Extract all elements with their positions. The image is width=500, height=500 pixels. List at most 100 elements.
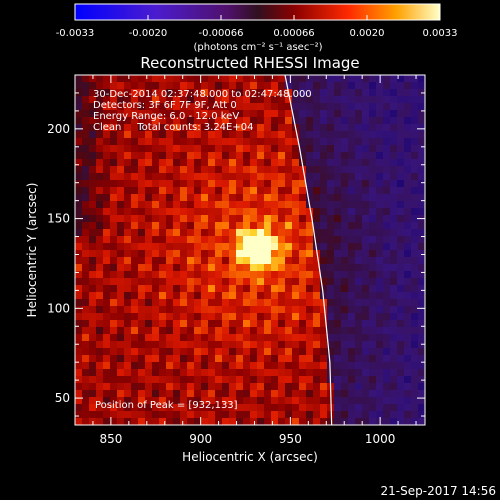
heatmap-cell bbox=[131, 362, 139, 370]
heatmap-cell bbox=[166, 362, 174, 370]
heatmap-cell bbox=[341, 327, 349, 335]
heatmap-cell bbox=[131, 166, 139, 174]
heatmap-cell bbox=[327, 271, 335, 279]
heatmap-cell bbox=[194, 201, 202, 209]
heatmap-cell bbox=[383, 418, 391, 425]
heatmap-cell bbox=[75, 418, 83, 425]
heatmap-cell bbox=[110, 376, 118, 384]
heatmap-cell bbox=[418, 131, 425, 139]
heatmap-cell bbox=[397, 222, 405, 230]
heatmap-cell bbox=[334, 257, 342, 265]
heatmap-cell bbox=[194, 418, 202, 425]
heatmap-cell bbox=[215, 320, 223, 328]
heatmap-cell bbox=[173, 222, 181, 230]
heatmap-cell bbox=[215, 383, 223, 391]
heatmap-cell bbox=[173, 208, 181, 216]
heatmap-cell bbox=[75, 320, 83, 328]
heatmap-cell bbox=[194, 271, 202, 279]
heatmap-cell bbox=[334, 145, 342, 153]
heatmap-cell bbox=[75, 313, 83, 321]
heatmap-cell bbox=[257, 348, 265, 356]
heatmap-cell bbox=[348, 173, 356, 181]
heatmap-cell bbox=[418, 96, 425, 104]
heatmap-cell bbox=[96, 313, 104, 321]
heatmap-cell bbox=[390, 131, 398, 139]
heatmap-cell bbox=[320, 138, 328, 146]
heatmap-cell bbox=[320, 110, 328, 118]
heatmap-cell bbox=[257, 390, 265, 398]
heatmap-cell bbox=[271, 376, 279, 384]
heatmap-cell bbox=[201, 418, 209, 425]
heatmap-cell bbox=[201, 229, 209, 237]
heatmap-cell bbox=[110, 243, 118, 251]
heatmap-cell bbox=[194, 110, 202, 118]
heatmap-cell bbox=[376, 306, 384, 314]
heatmap-cell bbox=[348, 306, 356, 314]
heatmap-cell bbox=[229, 355, 237, 363]
heatmap-cell bbox=[355, 201, 363, 209]
heatmap-cell bbox=[187, 327, 195, 335]
heatmap-cell bbox=[292, 369, 300, 377]
heatmap-cell bbox=[404, 334, 412, 342]
heatmap-cell bbox=[299, 264, 307, 272]
heatmap-cell bbox=[194, 194, 202, 202]
heatmap-cell bbox=[96, 180, 104, 188]
heatmap-cell bbox=[369, 110, 377, 118]
heatmap-cell bbox=[299, 236, 307, 244]
heatmap-cell bbox=[75, 285, 83, 293]
heatmap-cell bbox=[236, 124, 244, 132]
heatmap-cell bbox=[180, 250, 188, 258]
heatmap-cell bbox=[208, 355, 216, 363]
heatmap-cell bbox=[327, 278, 335, 286]
heatmap-cell bbox=[376, 222, 384, 230]
heatmap-cell bbox=[418, 334, 425, 342]
heatmap-cells bbox=[75, 75, 425, 425]
heatmap-cell bbox=[278, 201, 286, 209]
heatmap-cell bbox=[285, 299, 293, 307]
heatmap-cell bbox=[404, 369, 412, 377]
heatmap-cell bbox=[187, 271, 195, 279]
heatmap-cell bbox=[257, 103, 265, 111]
heatmap-cell bbox=[264, 124, 272, 132]
heatmap-cell bbox=[327, 292, 335, 300]
heatmap-cell bbox=[397, 124, 405, 132]
heatmap-cell bbox=[278, 327, 286, 335]
heatmap-cell bbox=[383, 292, 391, 300]
heatmap-cell bbox=[180, 236, 188, 244]
heatmap-cell bbox=[376, 411, 384, 419]
heatmap-cell bbox=[292, 131, 300, 139]
heatmap-cell bbox=[229, 271, 237, 279]
heatmap-cell bbox=[348, 271, 356, 279]
heatmap-cell bbox=[166, 243, 174, 251]
heatmap-cell bbox=[306, 159, 314, 167]
heatmap-cell bbox=[208, 390, 216, 398]
heatmap-cell bbox=[334, 418, 342, 425]
peak-position-label: Position of Peak = [932,133] bbox=[95, 400, 238, 411]
heatmap-cell bbox=[362, 278, 370, 286]
heatmap-cell bbox=[75, 271, 83, 279]
heatmap-cell bbox=[257, 201, 265, 209]
heatmap-cell bbox=[75, 306, 83, 314]
heatmap-cell bbox=[236, 152, 244, 160]
heatmap-cell bbox=[201, 166, 209, 174]
heatmap-cell bbox=[362, 355, 370, 363]
heatmap-cell bbox=[201, 390, 209, 398]
heatmap-cell bbox=[292, 89, 300, 97]
heatmap-cell bbox=[278, 124, 286, 132]
heatmap-cell bbox=[159, 201, 167, 209]
heatmap-cell bbox=[320, 327, 328, 335]
heatmap-cell bbox=[173, 383, 181, 391]
heatmap-cell bbox=[292, 243, 300, 251]
heatmap-cell bbox=[397, 264, 405, 272]
heatmap-cell bbox=[75, 222, 83, 230]
heatmap-cell bbox=[285, 187, 293, 195]
heatmap-cell bbox=[166, 229, 174, 237]
heatmap-cell bbox=[257, 89, 265, 97]
heatmap-cell bbox=[131, 173, 139, 181]
heatmap-cell bbox=[369, 390, 377, 398]
heatmap-cell bbox=[369, 117, 377, 125]
heatmap-cell bbox=[208, 89, 216, 97]
heatmap-cell bbox=[124, 264, 132, 272]
heatmap-cell bbox=[292, 257, 300, 265]
heatmap-cell bbox=[201, 75, 209, 83]
